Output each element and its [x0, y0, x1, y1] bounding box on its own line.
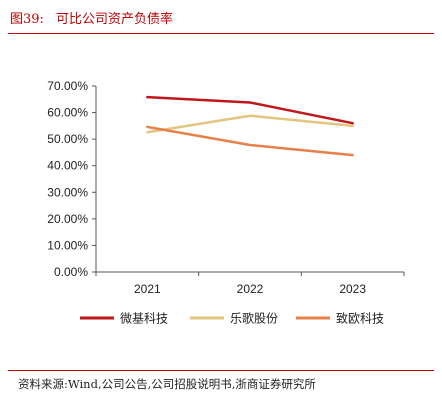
source-note: 资料来源:Wind,公司公告,公司招股说明书,浙商证券研究所 — [18, 377, 316, 391]
series-line-2 — [146, 114, 354, 134]
series-line-1 — [146, 95, 354, 125]
figure-number: 图39: — [10, 12, 44, 27]
figure-title-text: 可比公司资产负债率 — [55, 12, 173, 27]
y-tick-label: 0.00% — [54, 265, 88, 279]
legend-label-2: 乐歌股份 — [230, 311, 278, 326]
x-tick-label: 2022 — [237, 282, 264, 296]
y-tick-label: 50.00% — [47, 132, 88, 146]
x-tick-label: 2021 — [134, 282, 161, 296]
series-line-3 — [146, 125, 354, 157]
y-tick-label: 70.00% — [47, 79, 88, 93]
y-tick-label: 10.00% — [47, 238, 88, 252]
x-tick-label: 2023 — [339, 282, 366, 296]
title-divider — [8, 33, 434, 34]
y-tick-label: 20.00% — [47, 212, 88, 226]
figure-title: 图39: 可比公司资产负债率 — [10, 8, 173, 27]
legend-label-1: 微基科技 — [120, 312, 168, 326]
source-divider — [8, 370, 434, 371]
y-tick-label: 30.00% — [47, 185, 88, 199]
legend-label-3: 致欧科技 — [336, 312, 384, 326]
y-tick-label: 40.00% — [47, 159, 88, 173]
y-tick-label: 60.00% — [47, 106, 88, 120]
